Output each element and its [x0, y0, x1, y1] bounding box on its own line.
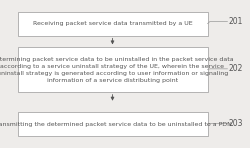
FancyBboxPatch shape: [18, 12, 208, 36]
Text: Determining packet service data to be uninstalled in the packet service data
acc: Determining packet service data to be un…: [0, 57, 234, 83]
FancyBboxPatch shape: [18, 112, 208, 136]
Text: 202: 202: [229, 64, 243, 73]
Text: Transmitting the determined packet service data to be uninstalled to a PDN: Transmitting the determined packet servi…: [0, 122, 232, 127]
FancyBboxPatch shape: [18, 47, 208, 92]
Text: 201: 201: [229, 17, 243, 26]
Text: 203: 203: [229, 119, 243, 128]
Text: Receiving packet service data transmitted by a UE: Receiving packet service data transmitte…: [33, 21, 192, 26]
